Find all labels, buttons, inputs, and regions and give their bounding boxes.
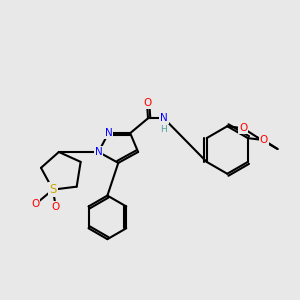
Text: O: O (143, 98, 151, 108)
Text: O: O (239, 123, 247, 133)
Text: O: O (31, 200, 39, 209)
Text: O: O (260, 135, 268, 145)
Text: N: N (160, 113, 168, 123)
Text: O: O (52, 202, 60, 212)
Text: H: H (160, 125, 167, 134)
Text: N: N (104, 128, 112, 138)
Text: S: S (49, 183, 57, 196)
Text: N: N (94, 147, 102, 157)
